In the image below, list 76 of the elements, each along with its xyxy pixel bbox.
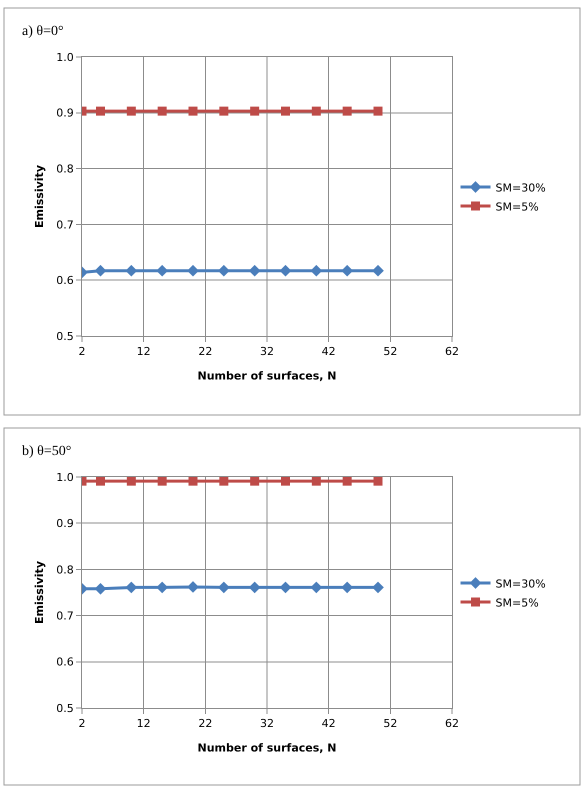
point xyxy=(187,581,199,593)
legend-label: SM=5% xyxy=(496,596,539,610)
point xyxy=(341,264,354,277)
point xyxy=(188,477,198,486)
point xyxy=(125,264,138,277)
point xyxy=(250,106,260,116)
x-tick-label: 12 xyxy=(136,717,151,730)
y-axis-title: Emissivity xyxy=(32,165,46,228)
point xyxy=(125,582,138,594)
point xyxy=(219,477,228,486)
x-tick-label: 12 xyxy=(136,345,151,358)
x-tick-label: 2 xyxy=(78,345,86,358)
chart-title: b) θ=50° xyxy=(22,444,72,459)
x-axis-title: Number of surfaces, N xyxy=(197,741,337,754)
y-tick-label: 0.5 xyxy=(56,330,74,343)
x-tick-label: 62 xyxy=(445,345,459,358)
y-tick-label: 1.0 xyxy=(56,50,74,64)
x-tick-label: 32 xyxy=(260,717,274,730)
y-tick-label: 0.7 xyxy=(56,609,74,622)
point xyxy=(281,106,290,116)
point xyxy=(156,264,168,277)
x-axis-title: Number of surfaces, N xyxy=(197,369,337,382)
y-tick-label: 0.7 xyxy=(56,218,74,232)
x-tick-label: 22 xyxy=(198,345,212,358)
point xyxy=(126,106,136,116)
x-tick-label: 52 xyxy=(383,717,398,730)
point xyxy=(248,582,261,594)
point xyxy=(187,264,199,277)
point xyxy=(250,477,260,486)
point xyxy=(310,582,322,594)
y-tick-label: 0.9 xyxy=(56,517,74,530)
point xyxy=(158,477,167,486)
point xyxy=(312,106,321,116)
point xyxy=(280,264,292,277)
x-tick-label: 62 xyxy=(445,717,459,730)
chart-title: a) θ=0° xyxy=(22,24,64,39)
x-tick-label: 52 xyxy=(383,345,398,358)
x-tick-label: 2 xyxy=(78,717,86,730)
legend-label: SM=30% xyxy=(496,181,546,194)
point xyxy=(94,582,106,595)
y-axis-title: Emissivity xyxy=(32,561,46,624)
point xyxy=(372,582,384,594)
point xyxy=(310,264,322,277)
x-tick-label: 42 xyxy=(322,717,336,730)
point xyxy=(218,264,230,277)
point xyxy=(342,477,352,486)
y-tick-label: 0.9 xyxy=(56,106,74,120)
point xyxy=(280,582,292,594)
point xyxy=(219,106,228,116)
point xyxy=(94,264,106,277)
y-tick-label: 0.8 xyxy=(56,563,74,576)
y-tick-label: 0.6 xyxy=(56,656,74,669)
y-tick-label: 0.5 xyxy=(56,702,74,715)
point xyxy=(96,477,105,486)
point xyxy=(218,582,230,594)
y-tick-label: 0.6 xyxy=(56,274,74,288)
point xyxy=(281,477,290,486)
point xyxy=(156,582,168,594)
point xyxy=(96,106,105,116)
y-tick-label: 1.0 xyxy=(56,470,74,484)
point xyxy=(374,477,382,486)
point xyxy=(158,106,167,116)
x-tick-label: 22 xyxy=(198,717,212,730)
point xyxy=(312,477,321,486)
point xyxy=(248,264,261,277)
point xyxy=(188,106,198,116)
point xyxy=(372,264,384,277)
point xyxy=(374,106,382,116)
point xyxy=(342,106,352,116)
legend-label: SM=30% xyxy=(496,577,546,590)
x-tick-label: 42 xyxy=(322,345,336,358)
x-tick-label: 32 xyxy=(260,345,274,358)
point xyxy=(126,477,136,486)
y-tick-label: 0.8 xyxy=(56,162,74,176)
point xyxy=(341,582,354,594)
legend-label: SM=5% xyxy=(496,200,539,214)
